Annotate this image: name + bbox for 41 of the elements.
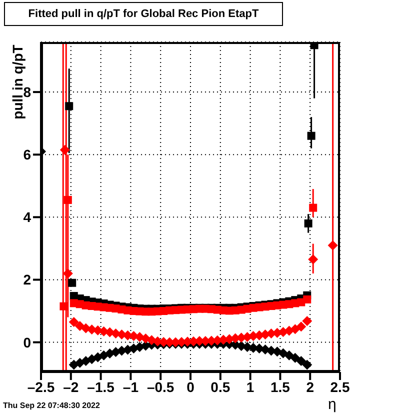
point	[296, 356, 306, 366]
point	[65, 102, 74, 110]
point	[309, 204, 318, 212]
x-tick-label: 1	[246, 378, 254, 395]
x-tick-label: 1.5	[270, 378, 290, 395]
point	[60, 302, 68, 310]
point	[303, 295, 312, 304]
x-tick-label: –0.5	[146, 378, 174, 395]
point	[60, 144, 70, 155]
x-tick-label: 0	[186, 378, 195, 395]
point	[307, 132, 316, 140]
x-tick-label: –1.5	[87, 378, 115, 395]
point	[278, 348, 288, 358]
chart-title: Fitted pull in q/pT for Global Rec Pion EtapT	[4, 2, 283, 26]
point	[308, 254, 318, 264]
x-tick-label: –1	[122, 378, 139, 395]
y-axis-title: pull in q/pT	[9, 44, 25, 120]
y-tick-label: 8	[23, 84, 32, 100]
point	[284, 350, 294, 360]
point	[302, 316, 312, 326]
point	[328, 240, 338, 250]
point	[304, 219, 312, 228]
point	[68, 278, 76, 287]
x-tick-label: 2.5	[330, 378, 350, 395]
point	[62, 268, 73, 278]
y-tick-label: 4	[23, 209, 32, 226]
point	[290, 352, 300, 363]
y-tick-label: 0	[23, 334, 32, 350]
point	[296, 322, 306, 332]
x-axis-title: η	[328, 396, 336, 413]
point	[64, 196, 72, 204]
point	[302, 360, 312, 370]
y-tick-label: 2	[23, 272, 32, 288]
x-tick-label: 2	[306, 378, 314, 395]
x-tick-label: 0.5	[210, 378, 230, 395]
x-tick-label: –2.5	[27, 378, 55, 395]
x-tick-label: –2	[63, 378, 79, 395]
text: Thu Sep 22 07:48:30 2022	[3, 401, 100, 410]
y-tick-label: 6	[23, 146, 32, 163]
point	[68, 316, 79, 327]
point	[74, 321, 85, 332]
